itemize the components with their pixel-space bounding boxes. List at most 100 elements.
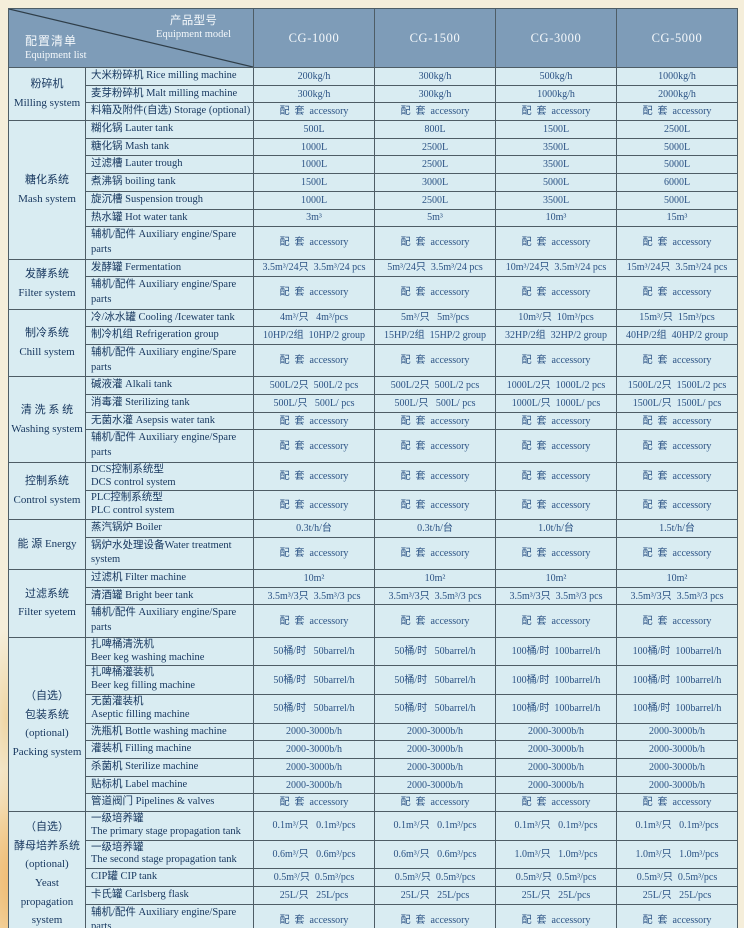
spec-value-cell: 50桶/时 50barrel/h: [374, 665, 496, 695]
spec-value-cell: 15m³: [616, 208, 738, 228]
spec-value-cell: 100桶/时 100barrel/h: [616, 665, 738, 695]
equipment-label-cell: 辅机/配件 Auxiliary engine/Spare parts: [85, 903, 254, 928]
spec-value-cell: 1500L/只 1500L/ pcs: [616, 394, 738, 413]
equipment-label-cell: CIP罐 CIP tank: [85, 868, 254, 887]
spec-value-cell: 1.5t/h/台: [616, 519, 738, 538]
spec-value-cell: 配 套 accessory: [374, 411, 496, 431]
table-row: 清 洗 系 统 Washing system 碱液灌 Alkali tank 500…: [8, 376, 738, 463]
spec-value-cell: 0.5m³/只 0.5m³/pcs: [495, 868, 617, 887]
spec-value-cell: 5000L: [616, 137, 738, 157]
spec-value-cell: 1500L/2只 1500L/2 pcs: [616, 376, 738, 396]
spec-value-cell: 配 套 accessory: [495, 429, 617, 463]
spec-value-cell: 10m³/只 10m³/pcs: [495, 308, 617, 328]
spec-value-cell: 配 套 accessory: [616, 604, 738, 638]
spec-value-cell: 配 套 accessory: [374, 903, 496, 928]
spec-value-cell: 5m³/24只 3.5m³/24 pcs: [374, 258, 496, 278]
spec-value-cell: 2000-3000b/h: [253, 740, 375, 759]
spec-value-cell: 0.6m³/只 0.6m³/pcs: [253, 839, 375, 870]
model-header-cg3000: CG-3000: [495, 8, 617, 68]
table-row: 清酒罐 Bright beer tank 3.5m³/3只 3.5m³/3 pcs…: [9, 586, 738, 606]
equipment-label-cell: 贴标机 Label machine: [85, 775, 254, 795]
spec-value-cell: 3.5m³/3只 3.5m³/3 pcs: [253, 586, 375, 606]
equipment-label-cell: 无菌灌装机 Aseptic filling machine: [85, 694, 254, 724]
spec-value-cell: 1000L: [253, 190, 375, 210]
spec-value-cell: 25L/只 25L/pcs: [253, 885, 375, 905]
spec-value-cell: 50桶/时 50barrel/h: [253, 665, 375, 695]
spec-value-cell: 配 套 accessory: [616, 343, 738, 378]
spec-value-cell: 配 套 accessory: [374, 793, 496, 813]
spec-value-cell: 15m³/只 15m³/pcs: [616, 308, 738, 328]
spec-value-cell: 配 套 accessory: [495, 490, 617, 520]
equipment-label-cell: 蒸汽锅炉 Boiler: [85, 519, 254, 538]
spec-value-cell: 2500L: [374, 155, 496, 175]
spec-value-cell: 配 套 accessory: [616, 102, 738, 122]
table-row: 管道阀门 Pipelines & valves 配 套 accessory 配 套 …: [9, 793, 738, 813]
spec-value-cell: 3.5m³/3只 3.5m³/3 pcs: [616, 586, 738, 606]
equipment-label-cell: 杀菌机 Sterilize machine: [85, 757, 254, 777]
table-row: 料箱及附件(自选) Storage (optional) 配 套 accessor…: [9, 102, 738, 122]
spec-value-cell: 3500L: [495, 137, 617, 157]
spec-value-cell: 50桶/时 50barrel/h: [253, 636, 375, 667]
diagonal-divider-line: [9, 9, 253, 67]
equipment-list-zh: 配置清单: [25, 33, 78, 48]
spec-value-cell: 10HP/2组 10HP/2 group: [253, 326, 375, 345]
spec-value-cell: 配 套 accessory: [374, 490, 496, 520]
equipment-model-header: 产品型号 Equipment model: [156, 14, 231, 42]
table-row: （自选） 包装系统 (optional) Packing system 扎啤桶清洗…: [8, 636, 738, 813]
table-row: 过滤槽 Lauter trough 1000L 2500L 3500L 5000L: [9, 155, 738, 175]
model-header-cg1500: CG-1500: [374, 8, 496, 68]
table-row: 发酵系统 Filter system 发酵罐 Fermentation 3.5m³/…: [8, 258, 738, 310]
spec-value-cell: 2000-3000b/h: [495, 775, 617, 795]
spec-value-cell: 500L/2只 500L/2 pcs: [374, 376, 496, 396]
spec-value-cell: 100桶/时 100barrel/h: [495, 665, 617, 695]
spec-value-cell: 2000-3000b/h: [616, 775, 738, 795]
spec-value-cell: 2000-3000b/h: [374, 740, 496, 759]
equipment-label-cell: 锅炉水处理设备Water treatment system: [85, 536, 254, 571]
spec-value-cell: 2000-3000b/h: [253, 775, 375, 795]
spec-value-cell: 25L/只 25L/pcs: [616, 885, 738, 905]
spec-value-cell: 5000L: [616, 155, 738, 175]
spec-value-cell: 配 套 accessory: [495, 102, 617, 122]
table-row: 辅机/配件 Auxiliary engine/Spare parts 配 套 ac…: [9, 276, 738, 310]
equipment-label-cell: 无菌水灌 Asepsis water tank: [85, 411, 254, 431]
table-row: 煮沸锅 boiling tank 1500L 3000L 5000L 6000L: [9, 173, 738, 192]
spec-value-cell: 2000-3000b/h: [495, 740, 617, 759]
spec-value-cell: 5m³/只 5m³/pcs: [374, 308, 496, 328]
section-group-cell: 控制系统 Control system: [8, 461, 86, 521]
spec-value-cell: 200kg/h: [253, 67, 375, 86]
spec-value-cell: 300kg/h: [374, 67, 496, 86]
table-row: 糖化锅 Mash tank 1000L 2500L 3500L 5000L: [9, 137, 738, 157]
spec-value-cell: 配 套 accessory: [616, 461, 738, 492]
table-row: 卡氏罐 Carlsberg flask 25L/只 25L/pcs 25L/只 25…: [9, 885, 738, 905]
spec-value-cell: 5m³: [374, 208, 496, 228]
spec-value-cell: 2000-3000b/h: [495, 722, 617, 742]
table-row: 消毒灌 Sterilizing tank 500L/只 500L/ pcs 500L…: [9, 394, 738, 413]
table-row: 杀菌机 Sterilize machine 2000-3000b/h 2000-30…: [9, 757, 738, 777]
spec-value-cell: 配 套 accessory: [616, 411, 738, 431]
spec-value-cell: 100桶/时 100barrel/h: [495, 694, 617, 724]
equipment-label-cell: 辅机/配件 Auxiliary engine/Spare parts: [85, 343, 254, 378]
spec-value-cell: 10m²: [495, 569, 617, 588]
spec-value-cell: 2000kg/h: [616, 84, 738, 104]
section-group-cell: 制冷系统 Chill system: [8, 308, 86, 378]
table-row: 旋沉槽 Suspension trough 1000L 2500L 3500L 5000…: [9, 190, 738, 210]
spec-value-cell: 配 套 accessory: [495, 461, 617, 492]
spec-value-cell: 2000-3000b/h: [616, 722, 738, 742]
spec-value-cell: 5000L: [495, 173, 617, 192]
spec-value-cell: 50桶/时 50barrel/h: [374, 636, 496, 667]
equipment-model-en: Equipment model: [156, 29, 231, 41]
spec-value-cell: 2000-3000b/h: [374, 775, 496, 795]
spec-value-cell: 配 套 accessory: [495, 226, 617, 260]
spec-value-cell: 1000L: [253, 137, 375, 157]
spec-value-cell: 配 套 accessory: [374, 102, 496, 122]
spec-value-cell: 10m²: [253, 569, 375, 588]
table-row: 无菌灌装机 Aseptic filling machine 50桶/时 50bar…: [9, 694, 738, 724]
table-row: 制冷系统 Chill system 冷/冰水罐 Cooling /Icewater…: [8, 308, 738, 378]
spec-value-cell: 2000-3000b/h: [253, 757, 375, 777]
spec-value-cell: 0.5m³/只 0.5m³/pcs: [374, 868, 496, 887]
equipment-label-cell: 一级培养罐 The primary stage propagation tank: [85, 811, 254, 841]
spec-value-cell: 10m²: [616, 569, 738, 588]
spec-value-cell: 配 套 accessory: [616, 536, 738, 571]
table-row: 洗瓶机 Bottle washing machine 2000-3000b/h 20…: [9, 722, 738, 742]
spec-value-cell: 1.0t/h/台: [495, 519, 617, 538]
